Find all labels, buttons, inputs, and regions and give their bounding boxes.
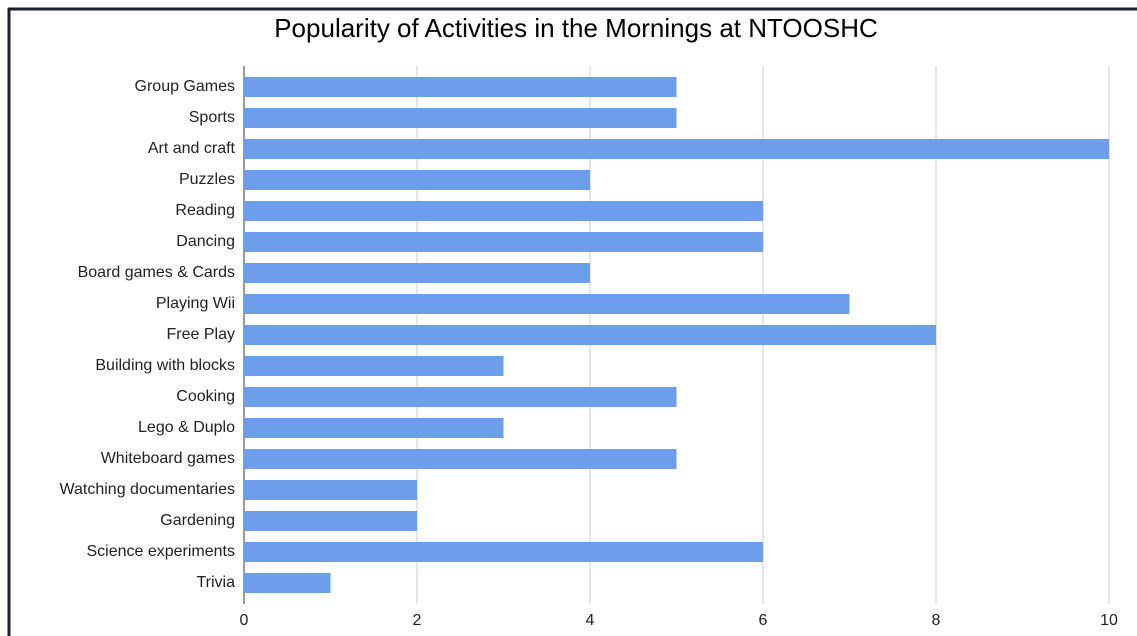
bar — [244, 418, 504, 438]
bar — [244, 511, 417, 531]
x-tick-label: 10 — [1100, 612, 1118, 629]
bar — [244, 573, 331, 593]
bar — [244, 542, 763, 562]
bar — [244, 108, 677, 128]
bar — [244, 201, 763, 221]
bar — [244, 480, 417, 500]
y-tick-label: Playing Wii — [156, 295, 235, 312]
y-tick-label: Science experiments — [86, 543, 235, 560]
y-tick-label: Sports — [189, 109, 235, 126]
bar — [244, 356, 504, 376]
bar — [244, 325, 936, 345]
y-tick-label: Group Games — [135, 78, 235, 95]
bar — [244, 294, 850, 314]
x-tick-label: 6 — [759, 612, 768, 629]
bar — [244, 77, 677, 97]
y-tick-label: Whiteboard games — [101, 450, 235, 467]
bar — [244, 387, 677, 407]
chart-title: Popularity of Activities in the Mornings… — [274, 13, 878, 43]
bar — [244, 170, 590, 190]
y-tick-label: Art and craft — [148, 140, 236, 157]
bar — [244, 232, 763, 252]
x-tick-label: 4 — [586, 612, 595, 629]
bar — [244, 263, 590, 283]
y-tick-label: Dancing — [176, 233, 235, 250]
x-tick-label: 2 — [413, 612, 422, 629]
y-tick-label: Watching documentaries — [60, 481, 236, 498]
y-tick-label: Lego & Duplo — [138, 419, 235, 436]
y-tick-label: Reading — [175, 202, 235, 219]
y-tick-label: Building with blocks — [95, 357, 235, 374]
y-tick-label: Free Play — [167, 326, 235, 343]
x-tick-label: 0 — [240, 612, 249, 629]
bar — [244, 449, 677, 469]
y-tick-label: Gardening — [160, 512, 235, 529]
y-tick-label: Board games & Cards — [78, 264, 235, 281]
y-tick-label: Trivia — [196, 574, 235, 591]
y-tick-label: Puzzles — [179, 171, 235, 188]
y-tick-label: Cooking — [176, 388, 235, 405]
bar — [244, 139, 1109, 159]
x-tick-label: 8 — [932, 612, 941, 629]
